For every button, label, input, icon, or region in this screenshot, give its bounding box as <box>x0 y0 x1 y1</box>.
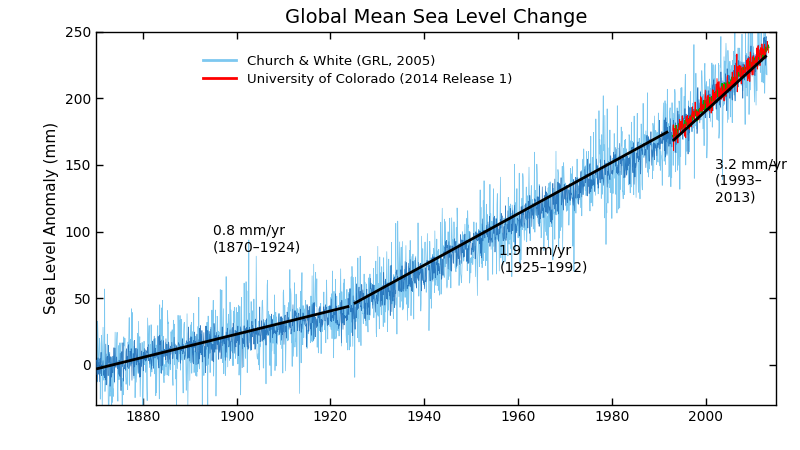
Text: 0.8 mm/yr
(1870–1924): 0.8 mm/yr (1870–1924) <box>214 224 302 254</box>
Legend: Church & White (GRL, 2005), University of Colorado (2014 Release 1): Church & White (GRL, 2005), University o… <box>198 50 518 91</box>
Title: Global Mean Sea Level Change: Global Mean Sea Level Change <box>285 8 587 27</box>
Y-axis label: Sea Level Anomaly (mm): Sea Level Anomaly (mm) <box>44 122 59 314</box>
Text: 3.2 mm/yr
(1993–
2013): 3.2 mm/yr (1993– 2013) <box>715 158 787 204</box>
Text: 1.9 mm/yr
(1925–1992): 1.9 mm/yr (1925–1992) <box>499 244 588 274</box>
